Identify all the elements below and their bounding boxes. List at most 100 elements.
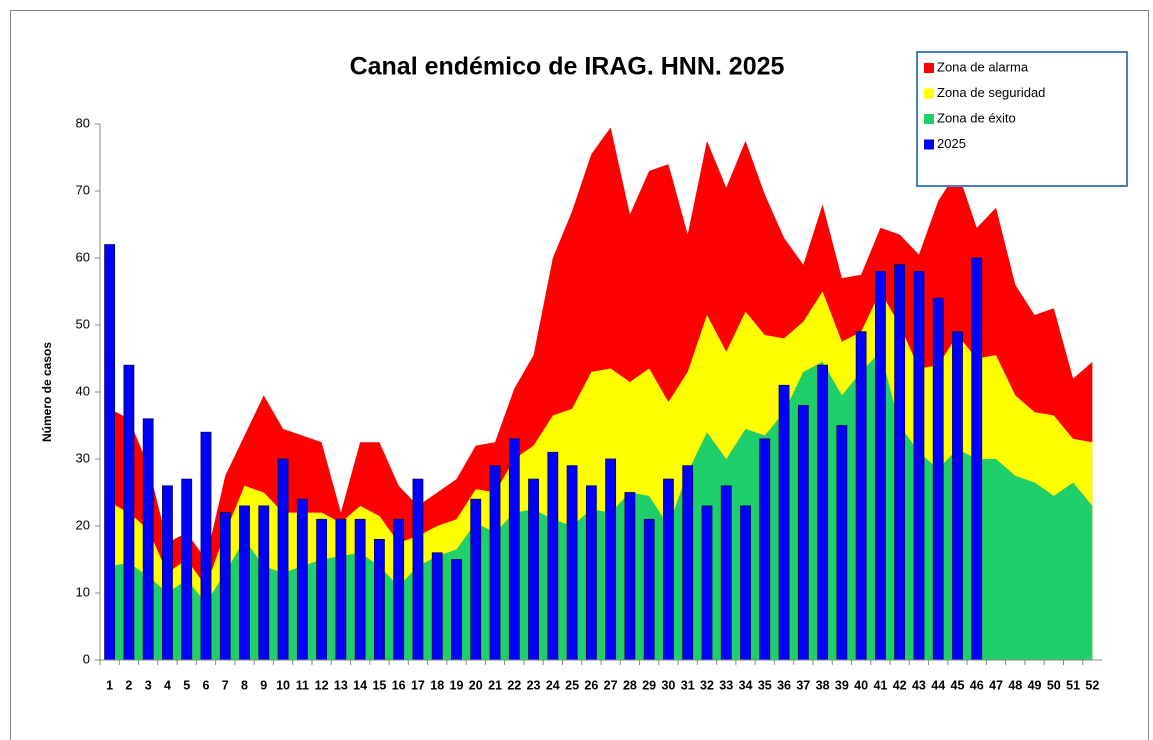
bar — [682, 465, 694, 661]
x-tick-label: 19 — [450, 678, 464, 692]
x-tick-label: 50 — [1047, 678, 1061, 692]
bar — [181, 478, 193, 661]
x-tick-label: 14 — [353, 678, 367, 692]
bar — [508, 438, 520, 661]
bar — [393, 518, 405, 661]
x-tick-label: 5 — [183, 678, 190, 692]
bar — [740, 505, 751, 661]
bar — [624, 492, 636, 661]
bar — [316, 518, 327, 661]
x-tick-label: 17 — [411, 678, 425, 692]
bar — [219, 512, 231, 661]
bar — [932, 297, 944, 661]
bar — [162, 485, 173, 661]
bar — [335, 518, 347, 661]
bar — [374, 539, 385, 661]
bar — [104, 244, 116, 661]
bar — [528, 478, 539, 661]
x-tick-label: 3 — [145, 678, 152, 692]
y-tick-label: 70 — [76, 182, 90, 197]
bar — [277, 458, 289, 661]
bar — [759, 438, 771, 661]
bar — [720, 485, 732, 661]
bar — [913, 270, 925, 661]
x-tick-label: 33 — [719, 678, 733, 692]
bar — [412, 478, 424, 661]
x-tick-label: 48 — [1008, 678, 1022, 692]
bar — [142, 418, 154, 661]
x-tick-label: 46 — [970, 678, 984, 692]
frame — [10, 10, 1149, 740]
legend-label: Zona de alarma — [937, 59, 1029, 74]
bar — [123, 364, 135, 661]
bar — [952, 331, 963, 661]
x-tick-label: 51 — [1066, 678, 1080, 692]
legend-swatch — [924, 63, 934, 73]
bar — [701, 505, 713, 661]
x-tick-label: 40 — [854, 678, 868, 692]
x-tick-label: 41 — [873, 678, 887, 692]
x-tick-label: 29 — [642, 678, 656, 692]
x-tick-label: 27 — [604, 678, 618, 692]
bar — [875, 270, 886, 661]
x-tick-label: 20 — [469, 678, 483, 692]
legend-label: Zona de éxito — [937, 110, 1016, 125]
legend-label: 2025 — [937, 136, 966, 151]
x-tick-label: 47 — [989, 678, 1003, 692]
x-tick-label: 4 — [164, 678, 171, 692]
x-tick-label: 37 — [796, 678, 810, 692]
bar — [258, 505, 270, 661]
x-tick-label: 52 — [1085, 678, 1099, 692]
bar — [200, 431, 212, 661]
x-tick-label: 13 — [334, 678, 348, 692]
bar — [470, 498, 482, 661]
bar — [451, 559, 462, 661]
bar — [431, 552, 443, 661]
legend-swatch — [924, 139, 934, 150]
x-tick-label: 6 — [203, 678, 210, 692]
bar — [547, 451, 559, 661]
bar — [971, 257, 983, 661]
bar — [296, 498, 308, 661]
y-tick-label: 80 — [76, 115, 90, 130]
bar — [817, 364, 828, 661]
bar — [836, 425, 848, 661]
bar — [778, 384, 790, 661]
bar — [566, 465, 578, 661]
y-tick-label: 10 — [76, 584, 90, 599]
x-tick-label: 38 — [816, 678, 830, 692]
x-tick-label: 12 — [315, 678, 329, 692]
x-tick-label: 39 — [835, 678, 849, 692]
plot — [104, 127, 1093, 661]
x-tick-label: 25 — [565, 678, 579, 692]
chart-title: Canal endémico de IRAG. HNN. 2025 — [350, 53, 785, 81]
x-tick-label: 24 — [546, 678, 560, 692]
bar — [605, 458, 617, 661]
x-tick-label: 2 — [125, 678, 132, 692]
x-tick-label: 49 — [1028, 678, 1042, 692]
y-tick-label: 60 — [76, 249, 90, 264]
x-tick-label: 7 — [222, 678, 229, 692]
x-tick-label: 16 — [392, 678, 406, 692]
x-tick-label: 35 — [758, 678, 772, 692]
x-tick-label: 30 — [661, 678, 675, 692]
bar — [855, 331, 867, 661]
bar — [663, 478, 674, 661]
x-tick-label: 26 — [584, 678, 598, 692]
legend — [916, 51, 1128, 187]
legend-swatch — [924, 88, 934, 99]
bar — [643, 518, 655, 661]
x-tick-label: 43 — [912, 678, 926, 692]
y-tick-label: 30 — [76, 450, 90, 465]
x-tick-label: 44 — [931, 678, 945, 692]
x-tick-label: 1 — [106, 678, 113, 692]
bar — [489, 465, 501, 661]
x-tick-label: 8 — [241, 678, 248, 692]
x-tick-label: 23 — [527, 678, 541, 692]
y-axis-title: Número de casos — [40, 342, 54, 442]
y-tick-label: 50 — [76, 316, 90, 331]
x-tick-label: 22 — [507, 678, 521, 692]
x-tick-label: 21 — [488, 678, 502, 692]
x-tick-label: 31 — [681, 678, 695, 692]
